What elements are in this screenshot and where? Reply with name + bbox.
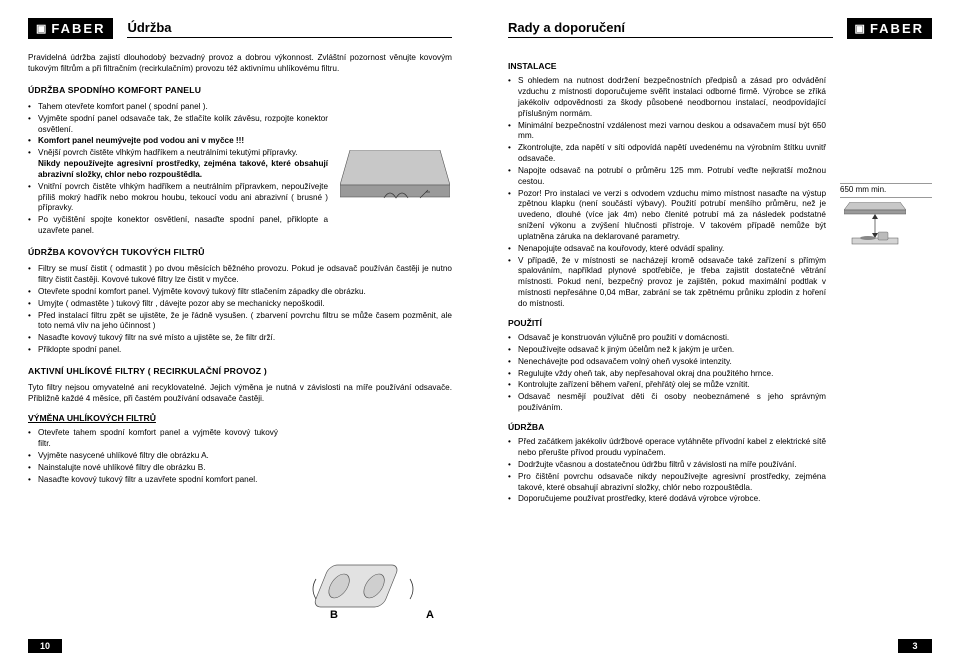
sec1-i0: Tahem otevřete komfort panel ( spodní pa… — [28, 102, 328, 113]
r-sec2-i5: Odsavač nesmějí používat děti či osoby n… — [508, 392, 826, 414]
filter-icon — [290, 559, 438, 621]
filter-label-b: B — [330, 609, 338, 621]
sec2-i5: Přiklopte spodní panel. — [28, 345, 452, 356]
sec2-i1: Otevřete spodní komfort panel. Vyjměte k… — [28, 287, 452, 298]
side-dim-label: 650 mm min. — [840, 183, 932, 198]
r-sec1-i0: S ohledem na nutnost dodržení bezpečnost… — [508, 76, 826, 119]
brand-text-r: FABER — [870, 21, 924, 36]
left-body: Pravidelná údržba zajistí dlouhodobý bez… — [28, 53, 452, 485]
r-sec3-i1: Dodržujte včasnou a dostatečnou údržbu f… — [508, 460, 826, 471]
sec1-list: Tahem otevřete komfort panel ( spodní pa… — [28, 102, 328, 237]
sec3-list: Otevřete tahem spodní komfort panel a vy… — [28, 428, 278, 485]
r-sec1-i3: Napojte odsavač na potrubí o průměru 125… — [508, 166, 826, 188]
r-sec1-head: INSTALACE — [508, 61, 826, 72]
r-sec2-i0: Odsavač je konstruován výlučně pro použi… — [508, 333, 826, 344]
right-header: Rady a doporučení ▣FABER — [508, 18, 932, 39]
side-dim-text: 650 mm min. — [840, 185, 886, 196]
page-number-left: 10 — [28, 639, 62, 653]
clearance-diagram-icon — [844, 202, 906, 246]
r-sec2-i4: Kontrolujte zařízení během vaření, přehř… — [508, 380, 826, 391]
sec2-i0: Filtry se musí čistit ( odmastit ) po dv… — [28, 264, 452, 286]
r-sec2-head: POUŽITÍ — [508, 318, 826, 329]
right-title: Rady a doporučení — [508, 20, 833, 38]
brand-text: FABER — [51, 21, 105, 36]
left-title: Údržba — [127, 20, 452, 38]
sec3-intro: Tyto filtry nejsou omyvatelné ani recykl… — [28, 383, 452, 405]
sec1-i3b: Nikdy nepoužívejte agresivní prostředky,… — [38, 159, 328, 179]
sec3-i0: Otevřete tahem spodní komfort panel a vy… — [28, 428, 278, 450]
r-sec2-i2: Nenechávejte pod odsavačem volný oheň vy… — [508, 357, 826, 368]
r-sec1-i5: Nenapojujte odsavač na kouřovody, které … — [508, 244, 826, 255]
r-sec1-i1: Minimální bezpečnostní vzdálenost mezi v… — [508, 121, 826, 143]
r-sec3-i0: Před začátkem jakékoliv údržbové operace… — [508, 437, 826, 459]
right-page: Rady a doporučení ▣FABER INSTALACE S ohl… — [480, 0, 960, 667]
r-sec1-i6: V případě, že v místnosti se nacházejí k… — [508, 256, 826, 310]
sec1-i2: Komfort panel neumývejte pod vodou ani v… — [28, 136, 328, 147]
sec1-i3: Vnější povrch čistěte vlhkým hadříkem a … — [28, 148, 328, 180]
sec3-sub: VÝMĚNA UHLÍKOVÝCH FILTRŮ — [28, 413, 452, 424]
sec2-head: ÚDRŽBA KOVOVÝCH TUKOVÝCH FILTRŮ — [28, 247, 452, 258]
left-page: ▣FABER Údržba Pravidelná údržba zajistí … — [0, 0, 480, 667]
sec2-list: Filtry se musí čistit ( odmastit ) po dv… — [28, 264, 452, 356]
sec1-i4: Vnitřní povrch čistěte vlhkým hadříkem a… — [28, 182, 328, 214]
r-sec3-list: Před začátkem jakékoliv údržbové operace… — [508, 437, 826, 505]
sec2-i4: Nasaďte kovový tukový filtr na své místo… — [28, 333, 452, 344]
left-header: ▣FABER Údržba — [28, 18, 452, 39]
filter-label-a: A — [426, 609, 434, 621]
left-intro: Pravidelná údržba zajistí dlouhodobý bez… — [28, 53, 452, 75]
hood-icon — [340, 150, 450, 202]
r-sec3-head: ÚDRŽBA — [508, 422, 826, 433]
r-sec2-i1: Nepoužívejte odsavač k jiným účelům než … — [508, 345, 826, 356]
filter-illustration: B A — [290, 559, 438, 621]
right-side-col: 650 mm min. — [840, 53, 932, 511]
right-main-col: INSTALACE S ohledem na nutnost dodržení … — [508, 53, 826, 511]
sec2-i3: Před instalací filtru zpět se ujistěte, … — [28, 311, 452, 333]
sec3-i2: Nainstalujte nové uhlíkové filtry dle ob… — [28, 463, 278, 474]
sec1-i5: Po vyčištění spojte konektor osvětlení, … — [28, 215, 328, 237]
sec3-i3: Nasaďte kovový tukový filtr a uzavřete s… — [28, 475, 278, 486]
sec3-i1: Vyjměte nasycené uhlíkové filtry dle obr… — [28, 451, 278, 462]
r-sec1-i2: Zkontrolujte, zda napětí v síti odpovídá… — [508, 143, 826, 165]
right-body: INSTALACE S ohledem na nutnost dodržení … — [508, 53, 932, 511]
r-sec2-list: Odsavač je konstruován výlučně pro použi… — [508, 333, 826, 414]
brand-logo-left: ▣FABER — [28, 18, 113, 39]
hood-illustration — [340, 150, 450, 202]
r-sec1-i4: Pozor! Pro instalaci ve verzi s odvodem … — [508, 189, 826, 243]
r-sec3-i2: Pro čištění povrchu odsavače nikdy nepou… — [508, 472, 826, 494]
r-sec2-i3: Regulujte vždy oheň tak, aby nepřesahova… — [508, 369, 826, 380]
r-sec1-list: S ohledem na nutnost dodržení bezpečnost… — [508, 76, 826, 309]
sec2-i2: Umyjte ( odmastěte ) tukový filtr , dáve… — [28, 299, 452, 310]
r-sec3-i3: Doporučujeme používat prostředky, které … — [508, 494, 826, 505]
brand-logo-right: ▣FABER — [847, 18, 932, 39]
sec1-head: ÚDRŽBA SPODNÍHO KOMFORT PANELU — [28, 85, 452, 96]
sec1-i1: Vyjměte spodní panel odsavače tak, že st… — [28, 114, 328, 136]
page-number-right: 3 — [898, 639, 932, 653]
sec3-head: AKTIVNÍ UHLÍKOVÉ FILTRY ( RECIRKULAČNÍ P… — [28, 366, 452, 377]
